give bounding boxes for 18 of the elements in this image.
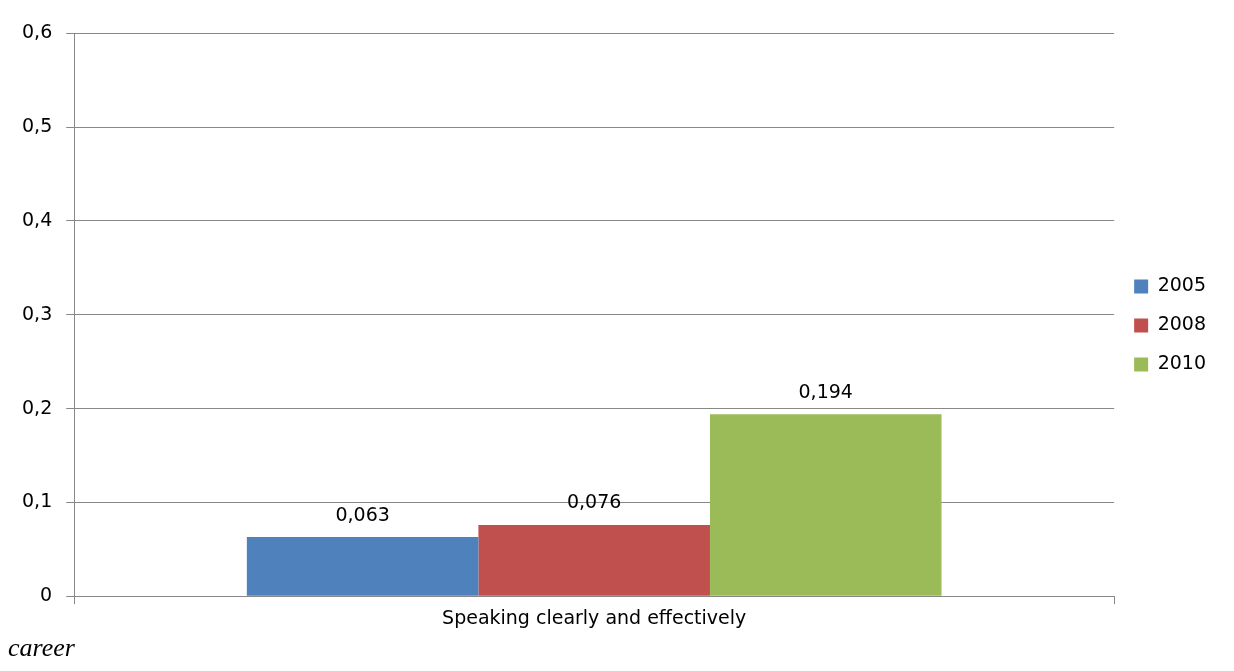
bar: [246, 537, 479, 596]
data-label: 0,076: [566, 490, 622, 513]
bar: [709, 414, 942, 596]
y-tick-label: 0,3: [22, 301, 53, 324]
y-tick-label: 0: [40, 583, 53, 606]
data-label: 0,194: [798, 379, 853, 402]
data-label: 0,063: [335, 502, 390, 525]
bar: [478, 524, 710, 596]
legend-label: 2005: [1157, 273, 1207, 296]
legend-label: 2008: [1157, 312, 1207, 335]
legend-label: 2010: [1157, 351, 1207, 374]
y-tick-label: 0,1: [22, 489, 53, 512]
y-tick-label: 0,6: [22, 20, 53, 43]
y-tick-label: 0,2: [22, 395, 53, 418]
y-tick-label: 0,4: [22, 207, 53, 230]
text: career: [8, 633, 76, 663]
x-tick-label: Speaking clearly and effectively: [442, 605, 747, 628]
y-tick-label: 0,5: [22, 114, 53, 137]
